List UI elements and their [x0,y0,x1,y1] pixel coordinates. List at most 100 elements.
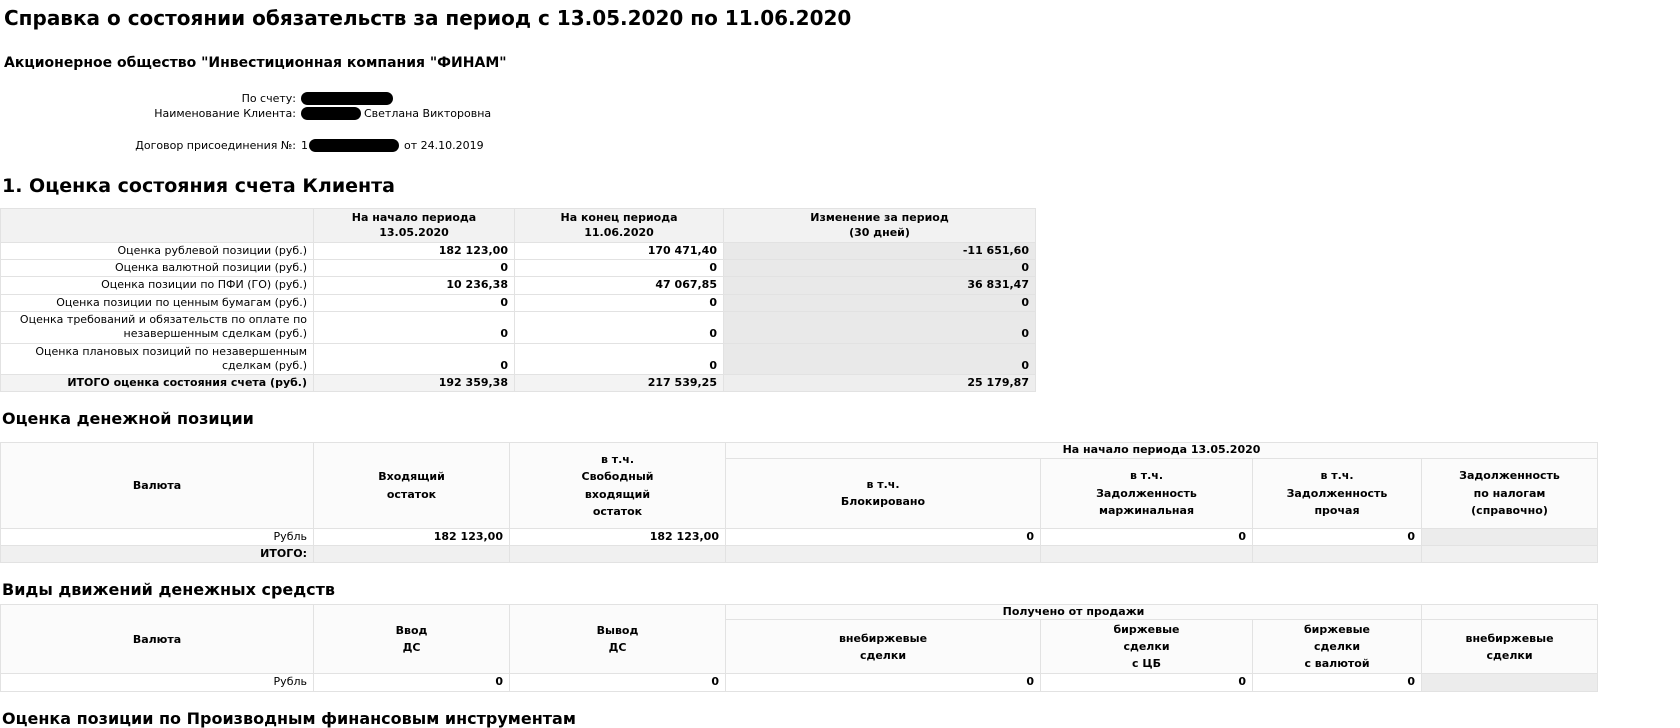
table-header-row: в т.ч. Блокировано в т.ч. Задолженность … [1,457,1599,529]
table-total-row: ИТОГО: [0,544,1599,564]
value-start: 0 [313,310,515,344]
table-row: Оценка позиции по ПФИ (ГО) (руб.) 10 236… [0,276,1036,295]
exchange-fx-value: 0 [1251,673,1423,692]
value-change: 0 [723,310,1036,344]
empty-cell [725,544,1041,564]
total-end: 217 539,25 [514,374,724,393]
table-row: Оценка позиции по ценным бумагам (руб.) … [0,293,1036,312]
value-change: 0 [723,293,1036,312]
company-name: Акционерное общество "Инвестиционная ком… [4,55,507,71]
col-header-currency: Валюта [0,442,314,529]
table-header-row: внебиржевые сделки биржевые сделки с ЦБ … [1,619,1599,675]
redaction-blob [309,139,399,152]
withdrawal-value: 0 [509,673,726,692]
table-span-row: Валюта Входящий остаток в т.ч. Свободный… [0,442,1599,529]
col-header-incoming: Входящий остаток [313,442,510,529]
contract-label: Договор присоединения №: [135,139,296,152]
otc-value: 0 [725,673,1041,692]
incoming-value: 182 123,00 [313,527,510,546]
table-row: Рубль 0 0 0 0 0 [0,673,1599,692]
value-end: 0 [514,293,724,312]
table-row: Оценка валютной позиции (руб.) 0 0 0 [0,259,1036,278]
client-name-row: Наименование Клиента: Светлана Викторовн… [0,107,1680,120]
col-header-tax-debt: Задолженность по налогам (справочно) [1420,457,1599,529]
account-number-value [301,92,393,105]
received-from-sales-span-header: Получено от продажи [724,604,1423,621]
table-span-row: Валюта Ввод ДС Вывод ДС Получено от прод… [0,604,1599,675]
total-change: 25 179,87 [723,374,1036,393]
table-row: Рубль 182 123,00 182 123,00 0 0 0 [0,527,1599,546]
debt-other-value: 0 [1252,527,1422,546]
redaction-blob [301,92,393,105]
empty-cell [313,544,510,564]
row-label: Оценка валютной позиции (руб.) [0,259,314,278]
cash-position-heading: Оценка денежной позиции [2,409,254,429]
contract-date-text: от 24.10.2019 [404,139,484,152]
value-end: 0 [514,342,724,376]
empty-span-cell [1421,604,1599,621]
col-header-deposit: Ввод ДС [313,604,510,675]
currency-cell: Рубль [0,527,314,546]
value-start: 0 [313,259,515,278]
row-label: Оценка плановых позиций по незавершенным… [0,342,314,376]
cash-position-table: Валюта Входящий остаток в т.ч. Свободный… [0,442,1599,564]
derivatives-heading: Оценка позиции по Производным финансовым… [2,708,576,728]
page-title: Справка о состоянии обязательств за пери… [4,6,852,30]
account-info-block: По счету: Наименование Клиента: Светлана… [0,92,1680,152]
value-end: 170 471,40 [514,241,724,261]
cash-flows-table: Валюта Ввод ДС Вывод ДС Получено от прод… [0,604,1599,692]
total-start: 192 359,38 [313,374,515,393]
col-header-period-start: На начало периода 13.05.2020 [313,208,515,243]
col-header-exchange-fx-deals: биржевые сделки с валютой [1251,619,1423,675]
client-name-text: Светлана Викторовна [364,107,492,120]
blocked-value: 0 [725,527,1041,546]
account-state-table: На начало периода 13.05.2020 На конец пе… [0,208,1036,393]
col-header-debt-other: в т.ч. Задолженность прочая [1252,457,1422,529]
account-number-label: По счету: [241,92,296,105]
value-change: -11 651,60 [723,241,1036,261]
value-change: 0 [723,259,1036,278]
table-header-row: На начало периода 13.05.2020 На конец пе… [0,208,1036,243]
col-header-currency: Валюта [0,604,314,675]
table-row: Оценка требований и обязательств по опла… [0,310,1036,344]
col-header-change: Изменение за период (30 дней) [723,208,1036,243]
row-label: Оценка рублевой позиции (руб.) [0,241,314,261]
value-change: 0 [723,342,1036,376]
contract-value: 1 от 24.10.2019 [301,139,484,152]
empty-cell [509,544,726,564]
row-label: Оценка требований и обязательств по опла… [0,310,314,344]
debt-margin-value: 0 [1040,527,1253,546]
value-start: 182 123,00 [313,241,515,261]
section-account-state-heading: 1. Оценка состояния счета Клиента [2,175,395,197]
value-end: 0 [514,259,724,278]
period-start-span-header: На начало периода 13.05.2020 [724,442,1599,459]
total-label: ИТОГО оценка состояния счета (руб.) [0,374,314,393]
empty-corner-cell [0,208,314,243]
deposit-value: 0 [313,673,510,692]
otc-right-value [1421,673,1599,692]
col-header-blocked: в т.ч. Блокировано [725,457,1041,529]
cash-flows-heading: Виды движений денежных средств [2,580,336,600]
value-end: 47 067,85 [514,276,724,295]
redaction-blob [301,107,361,120]
contract-row: Договор присоединения №: 1 от 24.10.2019 [0,139,1680,152]
exchange-cb-value: 0 [1040,673,1253,692]
col-header-otc-deals-right: внебиржевые сделки [1421,619,1599,675]
empty-cell [1420,544,1599,564]
row-label: Оценка позиции по ПФИ (ГО) (руб.) [0,276,314,295]
col-header-debt-margin: в т.ч. Задолженность маржинальная [1040,457,1253,529]
free-incoming-value: 182 123,00 [509,527,726,546]
value-start: 10 236,38 [313,276,515,295]
account-number-row: По счету: [0,92,1680,105]
col-header-period-end: На конец периода 11.06.2020 [514,208,724,243]
table-total-row: ИТОГО оценка состояния счета (руб.) 192 … [0,374,1036,393]
table-row: Оценка рублевой позиции (руб.) 182 123,0… [0,241,1036,261]
client-name-label: Наименование Клиента: [154,107,296,120]
col-header-otc-deals: внебиржевые сделки [725,619,1041,675]
value-start: 0 [313,342,515,376]
total-label: ИТОГО: [0,544,314,564]
table-row: Оценка плановых позиций по незавершенным… [0,342,1036,376]
value-end: 0 [514,310,724,344]
tax-debt-value [1420,527,1599,546]
col-header-exchange-cb-deals: биржевые сделки с ЦБ [1040,619,1253,675]
